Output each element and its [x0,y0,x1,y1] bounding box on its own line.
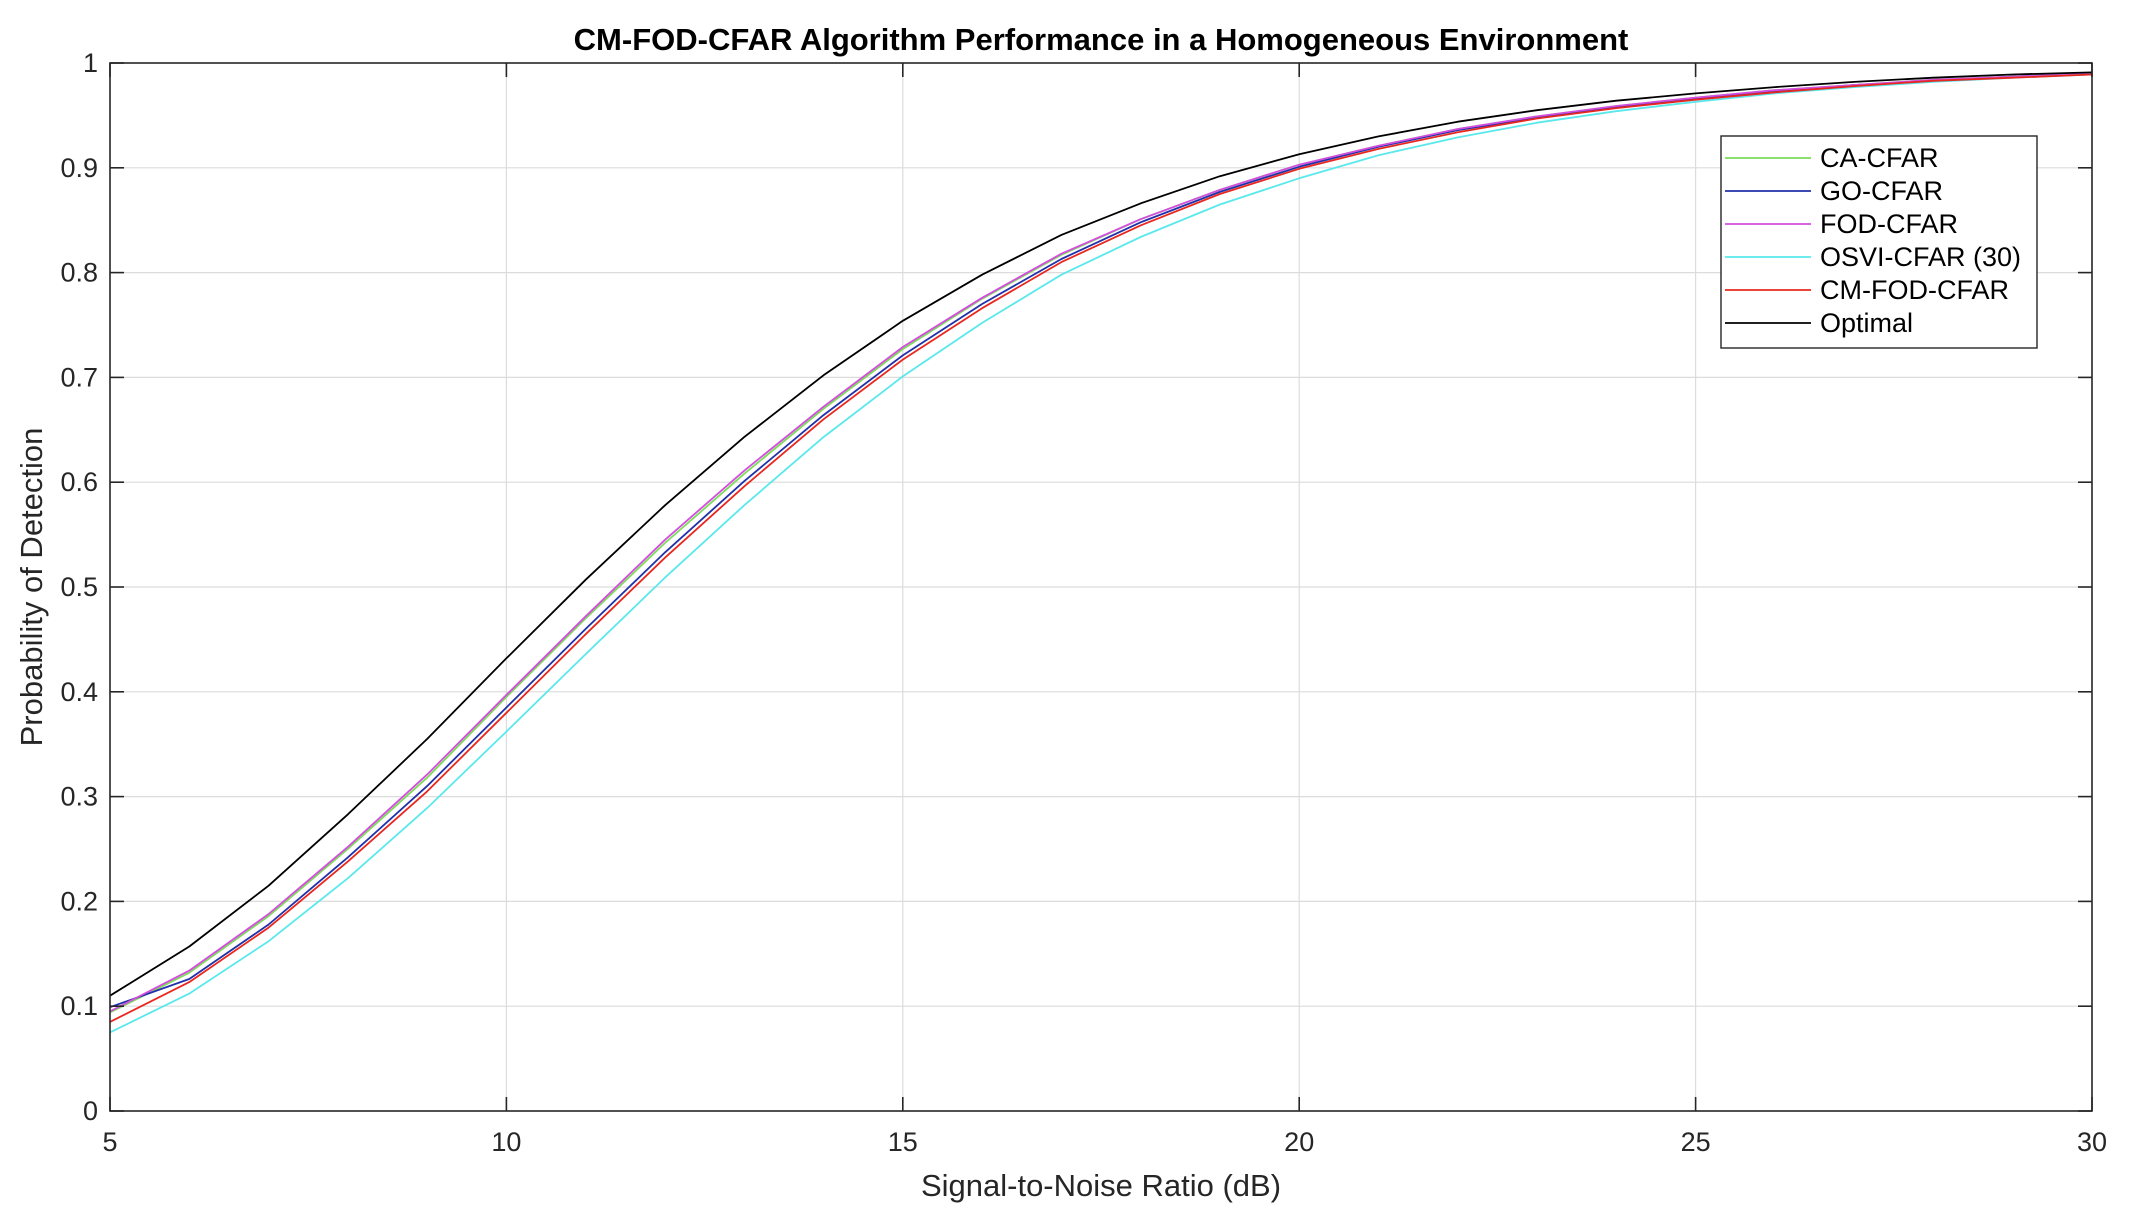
legend-box [1720,135,2038,349]
y-tick-label: 0.1 [60,991,98,1021]
y-tick-label: 0.3 [60,782,98,812]
grid-lines [110,63,2092,1111]
legend-label-ca-cfar: CA-CFAR [1820,143,1939,173]
legend-label-go-cfar: GO-CFAR [1820,176,1943,206]
y-tick-label: 1 [83,48,98,78]
y-tick-label: 0.2 [60,886,98,916]
y-axis-tick-labels: 0 0.1 0.2 0.3 0.4 0.5 0.6 0.7 0.8 0.9 1 [60,48,98,1126]
chart-title: CM-FOD-CFAR Algorithm Performance in a H… [574,22,1629,57]
y-tick-label: 0.6 [60,467,98,497]
series-line-optimal [109,71,2093,997]
y-axis-label: Probability of Detection [14,428,49,747]
legend-label-fod-cfar: FOD-CFAR [1820,209,1958,239]
series-line-cm-fod-cfar [109,73,2093,1023]
series-line-fod-cfar [109,72,2093,1013]
series-line-osvi-cfar-30 [109,73,2093,1034]
y-tick-label: 0.7 [60,362,98,392]
y-tick-label: 0.8 [60,258,98,288]
x-tick-label: 20 [1284,1127,1314,1157]
legend-label-optimal: Optimal [1820,308,1913,338]
series-line-go-cfar [109,72,2093,1009]
axis-ticks [109,62,2093,1112]
y-tick-label: 0.4 [60,677,98,707]
x-tick-label: 30 [2077,1127,2107,1157]
y-tick-label: 0.5 [60,572,98,602]
legend-label-osvi-cfar-30: OSVI-CFAR (30) [1820,242,2021,272]
y-tick-label: 0.9 [60,153,98,183]
y-tick-label: 0 [83,1096,98,1126]
legend-label-cm-fod-cfar: CM-FOD-CFAR [1820,275,2009,305]
x-axis-tick-labels: 5 10 15 20 25 30 [102,1127,2107,1157]
x-tick-label: 5 [102,1127,117,1157]
x-tick-label: 25 [1681,1127,1711,1157]
x-tick-label: 15 [888,1127,918,1157]
x-axis-label: Signal-to-Noise Ratio (dB) [921,1168,1281,1203]
x-tick-label: 10 [491,1127,521,1157]
series-lines [109,71,2093,1034]
